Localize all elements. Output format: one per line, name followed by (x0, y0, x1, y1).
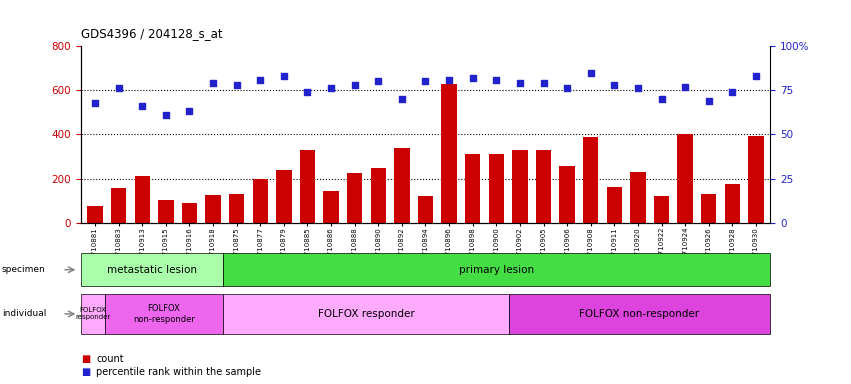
Point (324, 85, 338, 91)
Bar (229, 194, 244, 223)
Text: metastatic lesion: metastatic lesion (107, 265, 197, 275)
Point (159, 112, 173, 118)
Bar (418, 196, 433, 223)
Point (300, 89, 314, 95)
Bar (488, 154, 504, 223)
Bar (725, 184, 740, 223)
Point (89, 99, 102, 106)
Bar (111, 189, 126, 223)
Bar (654, 196, 669, 223)
Bar (394, 148, 409, 223)
Point (726, 89, 740, 95)
Point (513, 80, 527, 86)
Point (230, 82, 243, 88)
Point (254, 76, 267, 83)
Point (372, 78, 386, 84)
Point (608, 82, 621, 88)
Bar (300, 150, 315, 223)
Point (111, 85, 125, 91)
Bar (512, 150, 528, 223)
Point (277, 73, 291, 79)
Text: individual: individual (2, 310, 46, 318)
Text: FOLFOX
non-responder: FOLFOX non-responder (133, 304, 195, 324)
Bar (88, 206, 103, 223)
Point (537, 80, 551, 86)
Bar (748, 136, 763, 223)
Bar (465, 154, 480, 223)
Bar (347, 173, 363, 223)
Bar (371, 167, 386, 223)
Point (749, 73, 762, 79)
Bar (134, 176, 150, 223)
Point (631, 85, 645, 91)
Text: GDS4396 / 204128_s_at: GDS4396 / 204128_s_at (81, 27, 222, 40)
Text: FOLFOX non-responder: FOLFOX non-responder (580, 309, 700, 319)
Bar (631, 172, 646, 223)
Point (135, 103, 149, 109)
Bar (253, 179, 268, 223)
Bar (607, 187, 622, 223)
Text: primary lesion: primary lesion (460, 265, 534, 275)
Point (183, 108, 197, 114)
Text: FOLFOX responder: FOLFOX responder (317, 309, 414, 319)
Bar (701, 194, 717, 223)
Point (678, 84, 692, 90)
Text: ■: ■ (81, 367, 90, 377)
Bar (559, 166, 574, 223)
Point (419, 78, 432, 84)
Bar (583, 137, 598, 223)
Bar (677, 134, 693, 223)
Point (560, 85, 574, 91)
Bar (158, 200, 174, 223)
Bar (323, 191, 339, 223)
Point (702, 98, 716, 104)
Bar (205, 195, 220, 223)
Text: count: count (96, 354, 123, 364)
Point (206, 80, 220, 86)
Point (465, 75, 479, 81)
Point (395, 96, 408, 102)
Point (348, 82, 362, 88)
Text: ■: ■ (81, 354, 90, 364)
Point (654, 96, 668, 102)
Bar (182, 203, 197, 223)
Point (443, 76, 456, 83)
Text: FOLFOX
responder: FOLFOX responder (75, 308, 111, 320)
Point (489, 76, 503, 83)
Point (584, 70, 597, 76)
Text: specimen: specimen (2, 265, 45, 274)
Text: percentile rank within the sample: percentile rank within the sample (96, 367, 261, 377)
Bar (442, 84, 457, 223)
Bar (277, 170, 292, 223)
Bar (536, 150, 551, 223)
